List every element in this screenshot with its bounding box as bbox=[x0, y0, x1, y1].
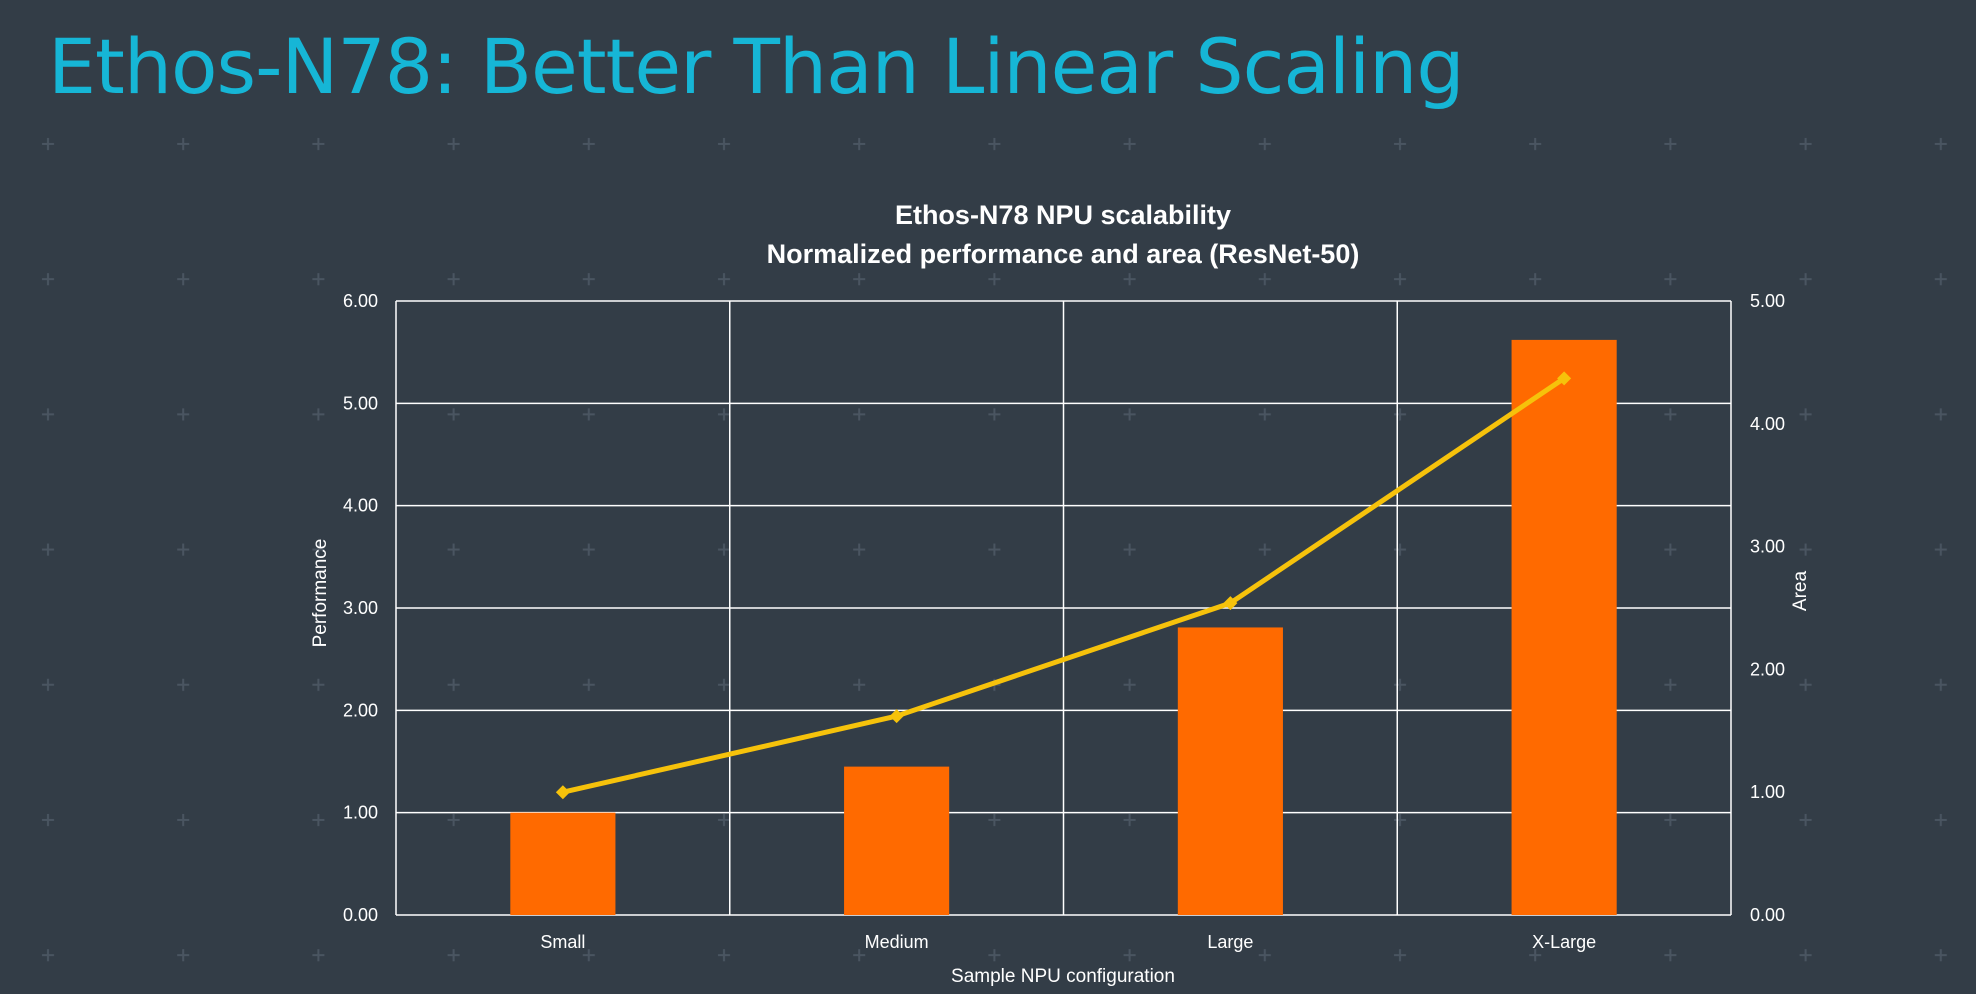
x-axis-label: Sample NPU configuration bbox=[951, 966, 1175, 987]
area-point bbox=[889, 709, 904, 724]
y2-tick-label: 1.00 bbox=[1750, 782, 1785, 802]
performance-bar bbox=[1511, 339, 1617, 915]
chart-subtitle: Normalized performance and area (ResNet-… bbox=[767, 239, 1360, 269]
area-series-line bbox=[562, 376, 1566, 795]
y2-tick-label: 2.00 bbox=[1750, 659, 1785, 679]
area-point bbox=[1557, 371, 1572, 386]
y2-tick-label: 3.00 bbox=[1750, 537, 1785, 557]
x-tick-label: Large bbox=[1207, 932, 1253, 952]
performance-bar bbox=[510, 812, 616, 915]
y-tick-label: 0.00 bbox=[343, 905, 378, 925]
y-tick-label: 3.00 bbox=[343, 598, 378, 618]
performance-bar bbox=[1177, 627, 1283, 915]
area-line bbox=[555, 371, 1572, 800]
performance-bars bbox=[510, 339, 1617, 915]
y2-tick-label: 4.00 bbox=[1750, 414, 1785, 434]
area-point bbox=[1223, 596, 1238, 611]
y2-tick-label: 0.00 bbox=[1750, 905, 1785, 925]
area-point bbox=[555, 785, 570, 800]
y-axis-label: Performance bbox=[310, 539, 331, 648]
y2-axis-label: Area bbox=[1790, 571, 1811, 612]
y-tick-label: 6.00 bbox=[343, 291, 378, 311]
y-tick-label: 1.00 bbox=[343, 803, 378, 823]
performance-bar bbox=[844, 766, 950, 915]
y-tick-label: 4.00 bbox=[343, 496, 378, 516]
axis-ticks: 0.00 1.00 2.00 3.00 4.00 5.00 6.00 0.00 1.00 2.00… bbox=[343, 291, 1785, 952]
x-tick-label: Small bbox=[540, 932, 585, 952]
y2-tick-label: 5.00 bbox=[1750, 291, 1785, 311]
y-tick-label: 2.00 bbox=[343, 700, 378, 720]
chart-title: Ethos-N78 NPU scalability bbox=[895, 200, 1231, 230]
x-tick-label: Medium bbox=[865, 932, 929, 952]
y-tick-label: 5.00 bbox=[343, 393, 378, 413]
x-tick-label: X-Large bbox=[1532, 932, 1596, 952]
slide-title: Ethos-N78: Better Than Linear Scaling bbox=[48, 22, 1465, 111]
gridlines bbox=[395, 300, 1732, 916]
